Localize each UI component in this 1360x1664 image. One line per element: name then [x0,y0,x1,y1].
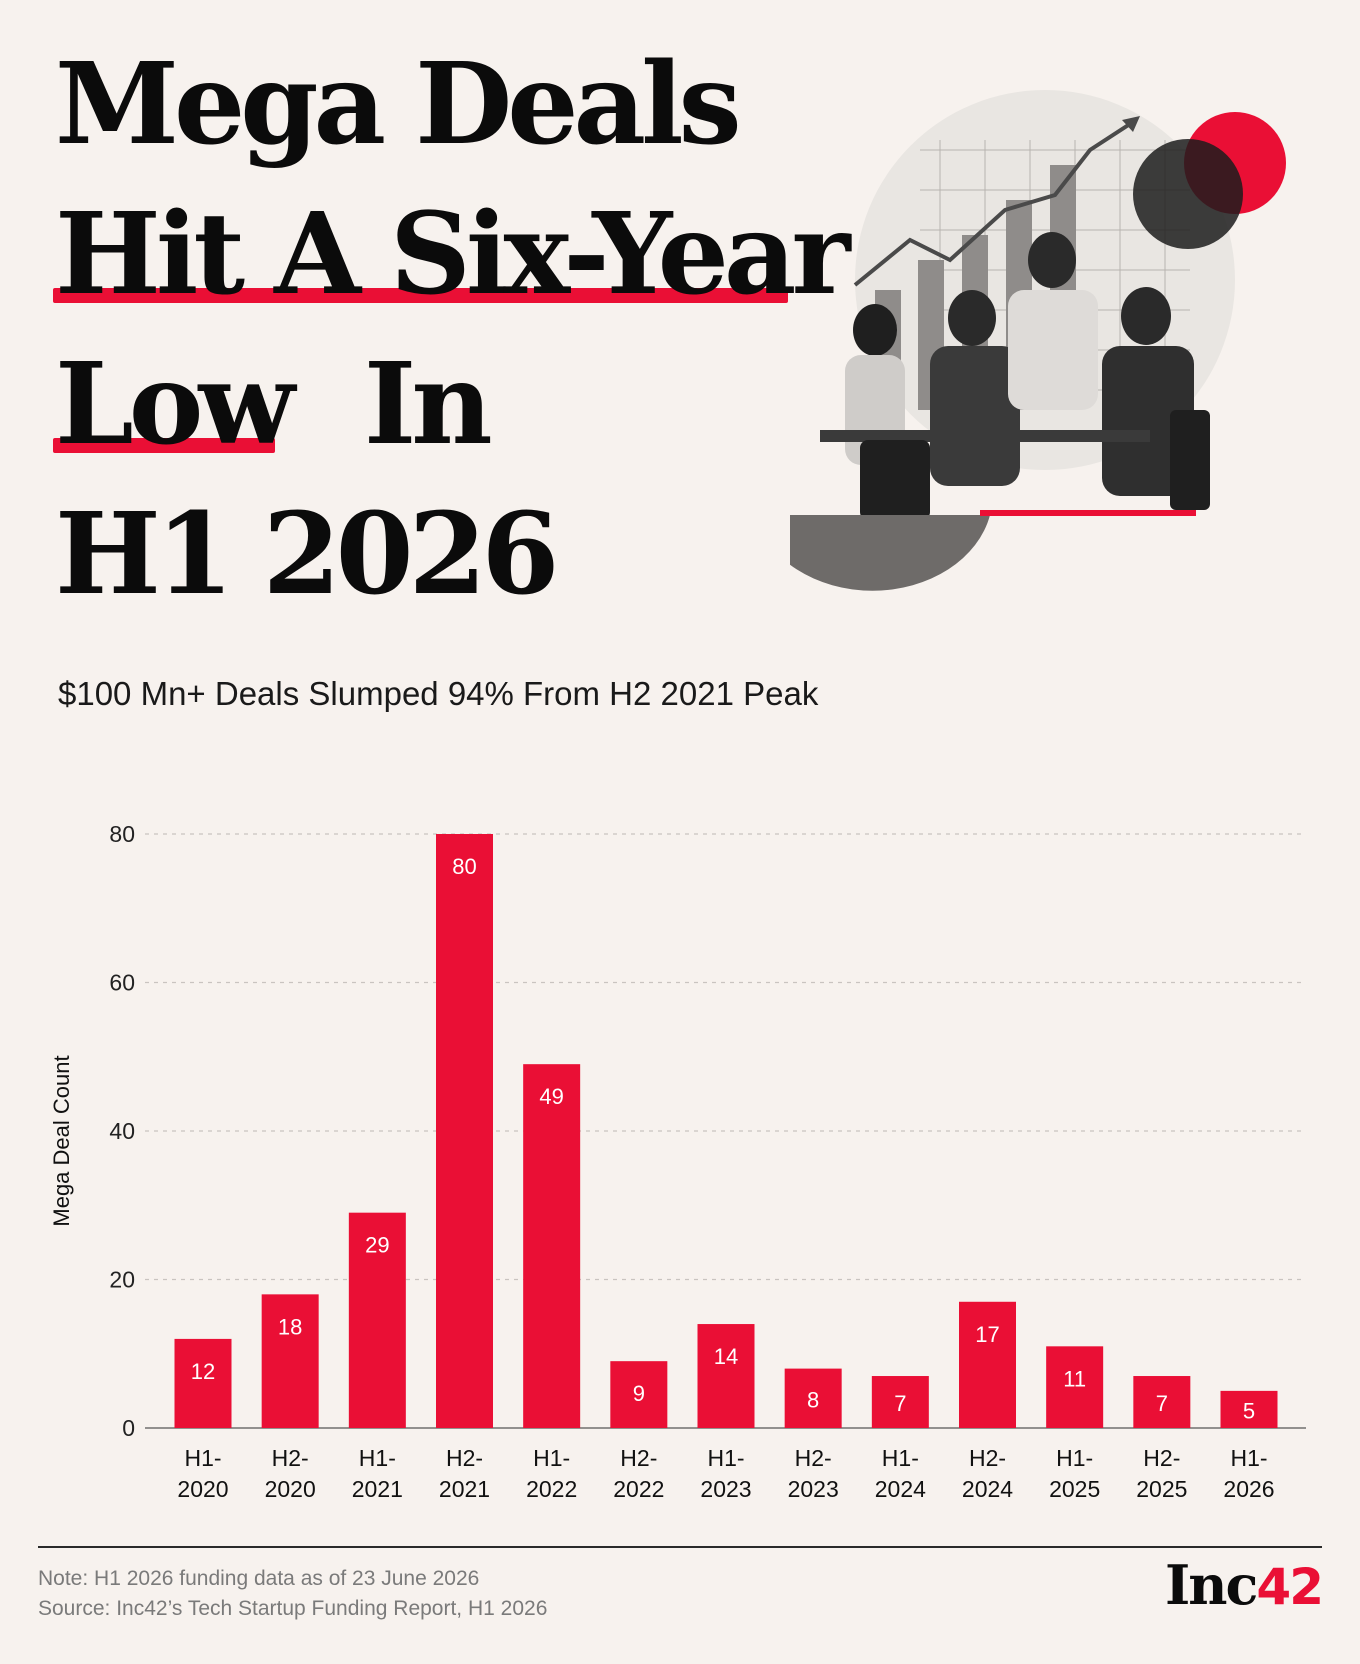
x-tick-label-8-b: 2024 [875,1476,926,1500]
bar-9 [959,1301,1016,1428]
x-tick-label-7-a: H2- [795,1445,832,1471]
bar-1 [261,1294,319,1428]
headline-underline-3 [53,438,275,453]
headline-text-2: Hit A Six-Year [55,189,850,320]
data-label-7: 8 [807,1387,819,1412]
data-label-4: 49 [539,1084,563,1109]
data-label-12: 5 [1243,1398,1255,1423]
headline-line-2: Hit A Six-Year [53,180,850,330]
hero-illustration [790,90,1286,591]
x-tick-label-4-a: H1- [533,1445,570,1471]
data-label-11: 7 [1156,1391,1168,1416]
x-tick-label-2-b: 2021 [352,1476,403,1500]
x-tick-label-2-a: H1- [359,1445,396,1471]
bar-2 [348,1212,406,1428]
y-tick-label-0: 0 [122,1415,135,1441]
x-tick-label-0-b: 2020 [177,1476,228,1500]
data-label-0: 12 [191,1359,215,1384]
x-tick-label-9-b: 2024 [962,1476,1013,1500]
x-tick-label-6-a: H1- [707,1445,744,1471]
bar-chart: 0 20 40 60 80 Mega Deal Count 12 H1- 2020 18 H2- 20… [49,821,1306,1500]
logo-text: Inc [1165,1553,1258,1617]
hero-trend-arrowhead [1122,116,1140,132]
data-label-3: 80 [452,854,476,879]
bar-3 [436,834,493,1428]
footer-divider [38,1546,1322,1548]
x-tick-label-10-a: H1- [1056,1445,1093,1471]
footer-source: Source: Inc42’s Tech Startup Funding Rep… [38,1597,548,1620]
hero-people [845,232,1194,496]
bar-7 [784,1368,842,1428]
y-tick-label-80: 80 [109,821,135,847]
headline-text-4: H1 2026 [55,489,559,620]
bar-12 [1220,1390,1278,1428]
headline-text-3a: Low [55,339,295,470]
hero-dark-circle [1133,139,1243,249]
headline-line-3: Low In [53,330,815,480]
headline-underline-2 [53,288,788,303]
hero-table [820,430,1150,442]
x-tick-label-12-b: 2026 [1223,1476,1274,1500]
y-axis-title: Mega Deal Count [49,1055,74,1226]
data-label-10: 11 [1063,1366,1086,1391]
x-tick-label-12-a: H1- [1230,1445,1267,1471]
x-tick-label-10-b: 2025 [1049,1476,1100,1500]
x-tick-label-1-a: H2- [272,1445,309,1471]
bar-5 [610,1361,668,1428]
y-tick-label-20: 20 [109,1267,135,1293]
bar-6 [697,1324,755,1428]
bar-0 [174,1338,232,1428]
hero-trend-line [853,120,1135,287]
bar-10 [1046,1346,1104,1428]
x-tick-label-1-b: 2020 [265,1476,316,1500]
x-tick-label-11-a: H2- [1143,1445,1180,1471]
hero-red-rule [980,510,1196,516]
hero-chairs [860,410,1210,520]
data-label-2: 29 [365,1233,389,1258]
x-tick-label-0-a: H1- [184,1445,221,1471]
x-tick-label-7-b: 2023 [788,1476,839,1500]
data-label-6: 14 [714,1344,738,1369]
headline-line-4: H1 2026 [55,480,815,630]
headline-text-3b: In [363,339,493,470]
bar-11 [1133,1376,1191,1428]
x-tick-label-8-a: H1- [882,1445,919,1471]
hero-half-circle [790,515,990,591]
data-label-9: 17 [975,1322,999,1347]
chart-subtitle: $100 Mn+ Deals Slumped 94% From H2 2021 … [58,675,819,712]
x-tick-label-11-b: 2025 [1136,1476,1187,1500]
x-tick-label-9-a: H2- [969,1445,1006,1471]
headline-text-1: Mega Deals [55,39,742,170]
headline: Mega Deals Hit A Six-Year Low In H1 2026 [53,30,850,630]
x-tick-label-3-a: H2- [446,1445,483,1471]
y-tick-label-60: 60 [109,970,135,996]
x-tick-label-5-b: 2022 [613,1476,664,1500]
y-tick-label-40: 40 [109,1118,135,1144]
x-tick-label-4-b: 2022 [526,1476,577,1500]
bar-4 [523,1064,581,1428]
x-tick-label-5-a: H2- [620,1445,657,1471]
data-label-1: 18 [278,1314,302,1339]
data-label-8: 7 [894,1391,906,1416]
logo-number: 42 [1256,1558,1324,1616]
data-label-5: 9 [633,1381,645,1406]
x-tick-label-6-b: 2023 [700,1476,751,1500]
x-tick-label-3-b: 2021 [439,1476,490,1500]
bar-8 [871,1376,929,1428]
footer-note: Note: H1 2026 funding data as of 23 June… [38,1567,480,1590]
headline-line-1: Mega Deals [55,30,815,180]
inc42-logo: Inc42 [1165,1553,1324,1617]
